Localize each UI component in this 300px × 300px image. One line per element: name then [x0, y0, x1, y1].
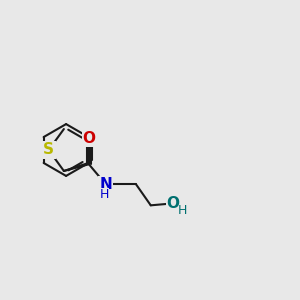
- Text: H: H: [99, 188, 109, 201]
- Text: N: N: [99, 177, 112, 192]
- Text: S: S: [43, 142, 54, 158]
- Text: O: O: [82, 131, 95, 146]
- Text: O: O: [167, 196, 180, 211]
- Text: H: H: [178, 204, 187, 217]
